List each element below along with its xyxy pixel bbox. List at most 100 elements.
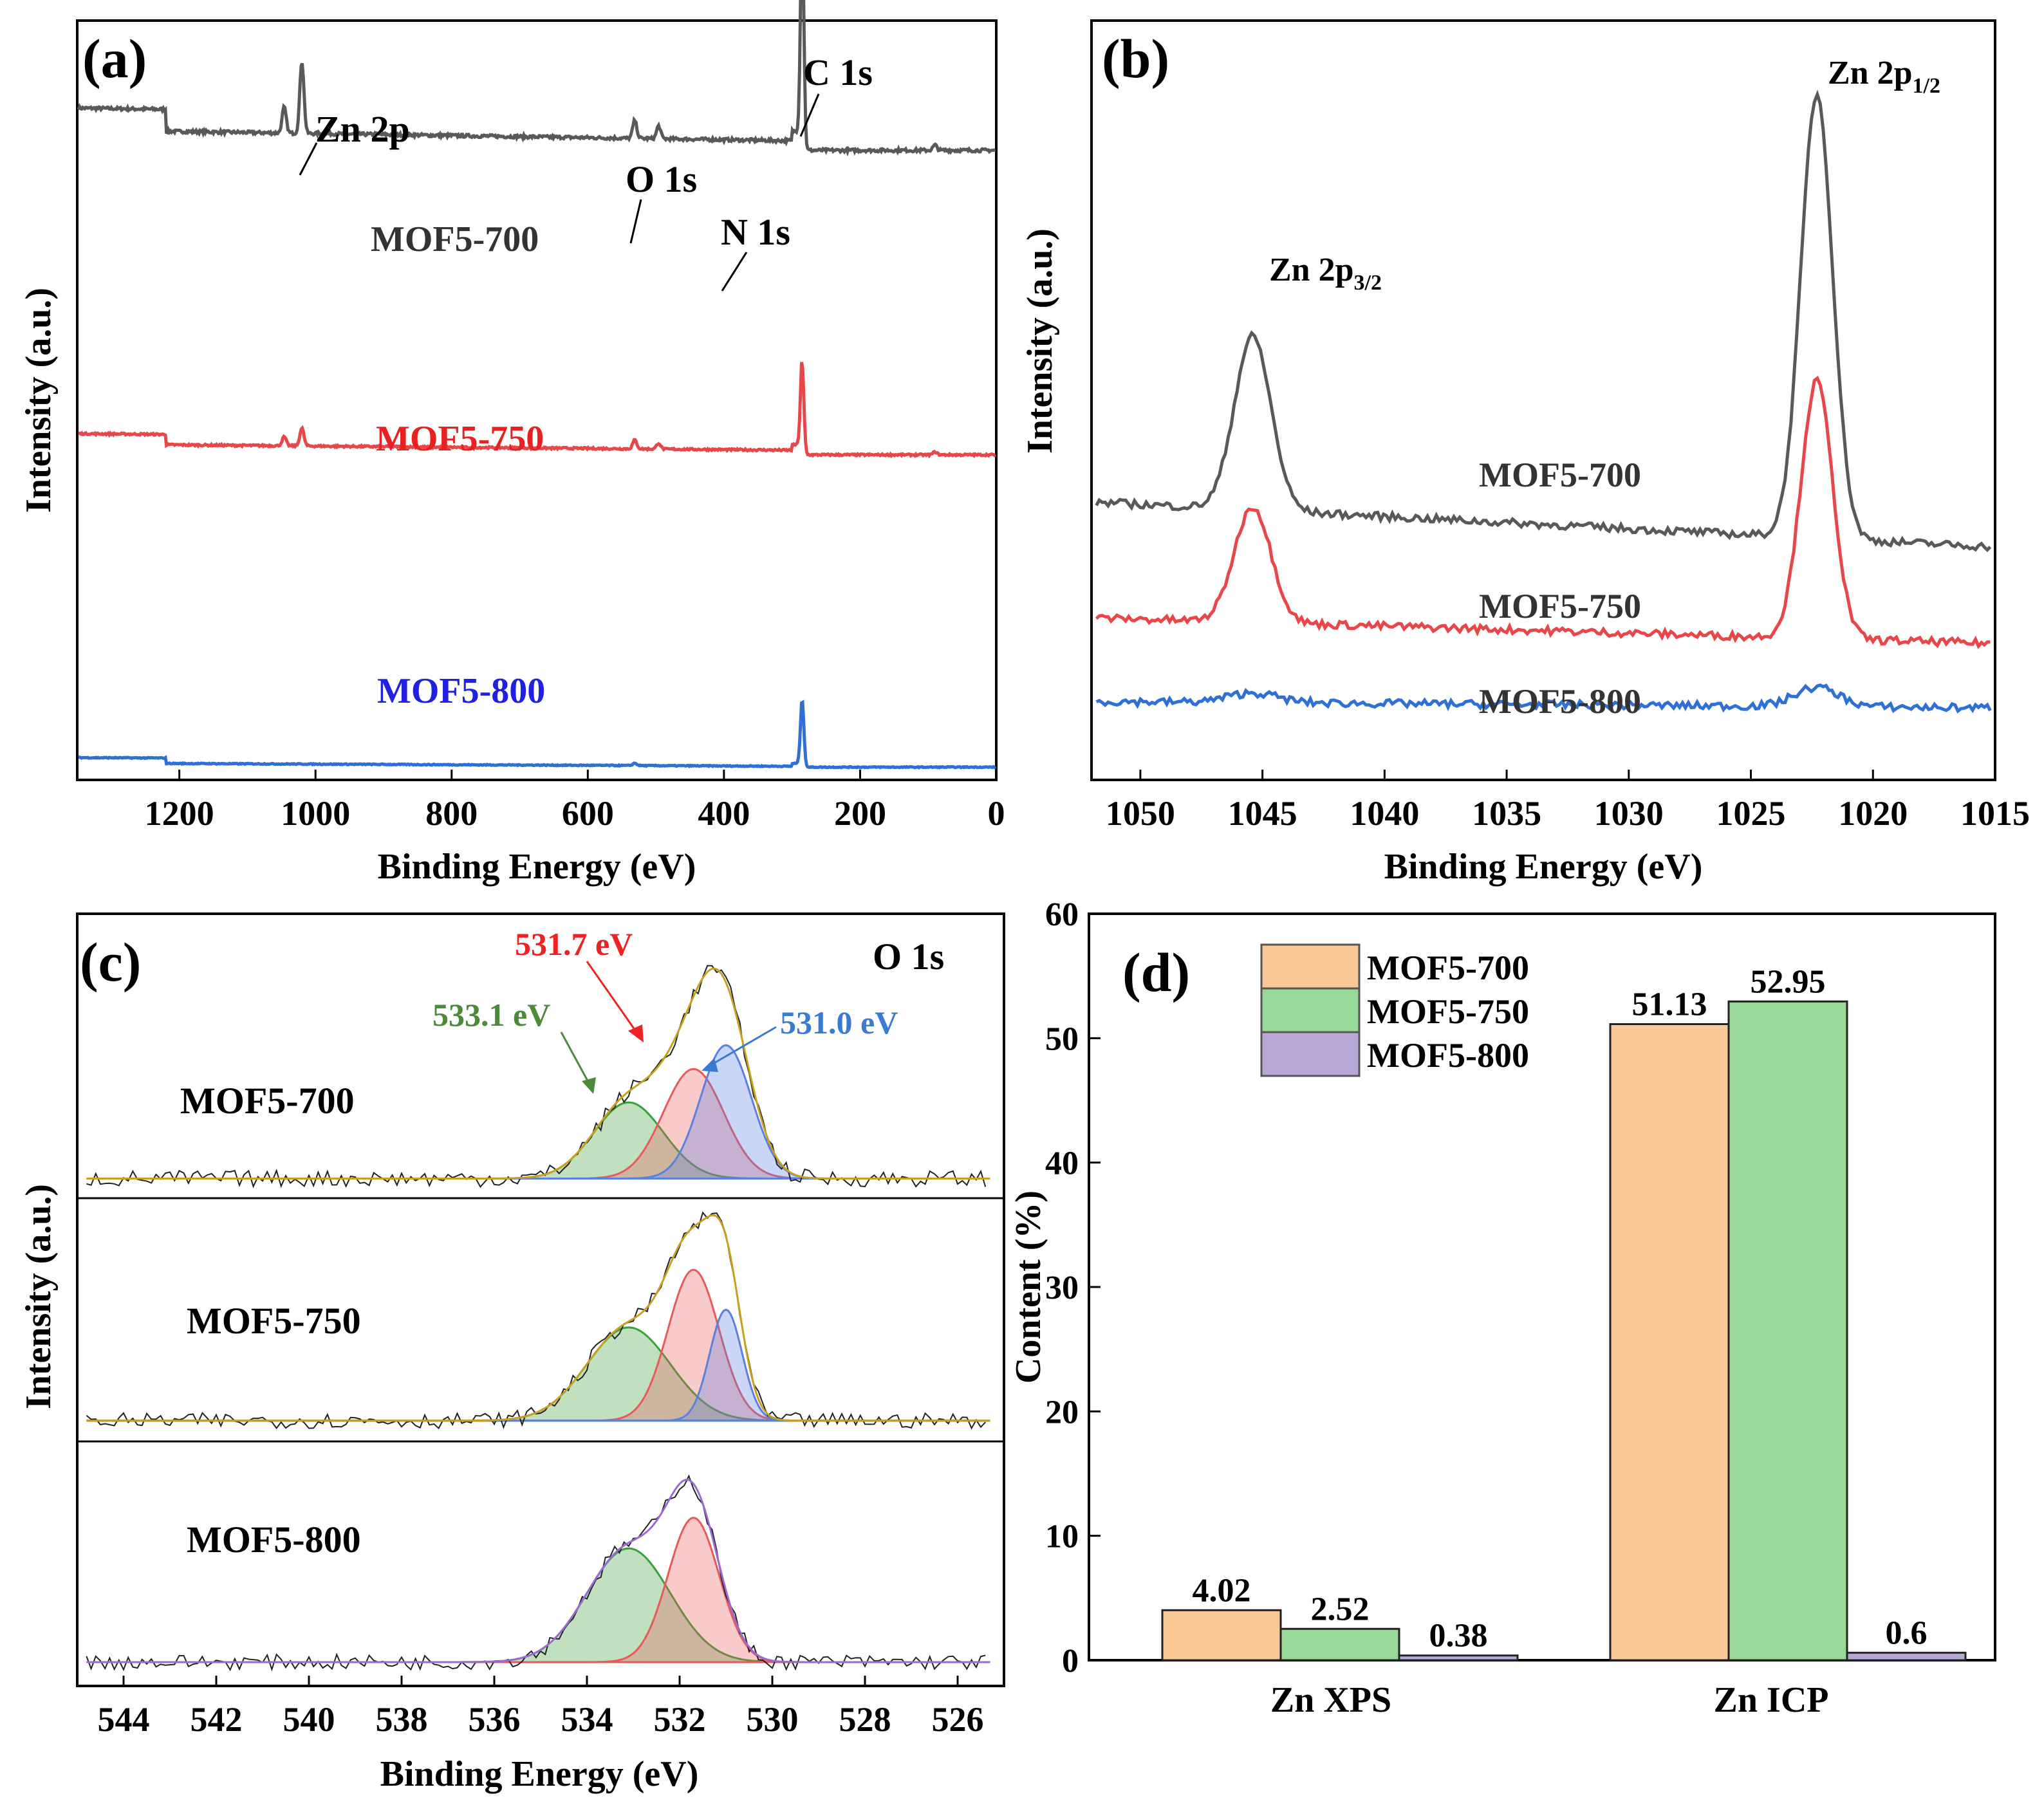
panel-a-y-axis-label: Intensity (a.u.) (19, 288, 59, 513)
panel-a-x-tick-label: 1000 (281, 794, 350, 833)
component-arrowhead-531-0 (701, 1058, 718, 1072)
panel-b-x-axis-label: Binding Energy (eV) (1384, 847, 1703, 887)
panel-b-line-mof5-800 (1095, 683, 1992, 714)
panel-c-ticks: 544 542 540 538 536 534 532 530 528 526 (98, 1676, 984, 1739)
annotation-n1s: N 1s (721, 211, 790, 253)
panel-a-label-mof5-750: MOF5-750 (376, 419, 544, 459)
panel-c-raw-mof5-700 (86, 965, 987, 1189)
panel-b: (b) 1050 1045 1040 1035 1030 1025 1020 1015 Bin… (1020, 19, 2030, 887)
panel-b-x-tick-label: 1020 (1838, 794, 1908, 833)
panel-c-label-mof5-750: MOF5-750 (187, 1300, 361, 1342)
peak-label-zn2p12: Zn 2p1/2 (1828, 55, 1940, 98)
bar-zn-xps-mof5-800 (1398, 1654, 1519, 1662)
panel-d-y-tick-label: 30 (1045, 1270, 1079, 1306)
component-label-533-1: 533.1 eV (432, 997, 550, 1033)
panel-a-series (77, 0, 997, 770)
panel-c-frame (76, 912, 1005, 1687)
panel-a-x-tick-label: 600 (562, 794, 614, 833)
panel-a-line-mof5-700 (77, 0, 996, 157)
panel-a-frame (76, 19, 998, 781)
bar-zn-icp-mof5-700 (1609, 1023, 1730, 1662)
panel-d-frame (1088, 912, 1996, 1662)
legend-swatch-mof5-800 (1260, 1031, 1361, 1077)
panel-c-x-tick-label: 544 (98, 1700, 150, 1739)
bar-zn-icp-mof5-750 (1727, 1000, 1848, 1662)
bar-value-label: 0.6 (1886, 1615, 1928, 1651)
component-label-531-7: 531.7 eV (515, 926, 633, 962)
panel-c-component-533.1 (86, 1547, 990, 1663)
panel-d-label: (d) (1122, 941, 1190, 1003)
panel-c-x-tick-label: 540 (283, 1700, 335, 1739)
panel-b-x-tick-label: 1015 (1960, 794, 2030, 833)
legend-label-mof5-800: MOF5-800 (1367, 1036, 1529, 1075)
panel-c-x-axis-label: Binding Energy (eV) (380, 1754, 699, 1794)
annotation-o1s-line (629, 199, 642, 244)
panel-d-y-tick-label: 0 (1062, 1643, 1079, 1680)
panel-c-y-axis-label: Intensity (a.u.) (19, 1184, 59, 1409)
panel-c-envelope-mof5-750 (86, 1214, 990, 1422)
panel-a-x-tick-label: 1200 (145, 794, 214, 833)
bar-value-label: 51.13 (1632, 986, 1707, 1023)
panel-c-x-tick-label: 538 (376, 1700, 428, 1739)
panel-b-frame (1090, 19, 1996, 781)
legend-label-mof5-700: MOF5-700 (1367, 949, 1529, 987)
bar-zn-xps-mof5-700 (1161, 1609, 1282, 1662)
panel-c-component-531.7 (86, 1268, 990, 1422)
panel-d-y-tick-label: 40 (1045, 1145, 1079, 1182)
panel-b-x-tick-label: 1025 (1716, 794, 1786, 833)
panel-d-y-tick-label: 20 (1045, 1394, 1079, 1430)
panel-a-label: (a) (82, 28, 147, 89)
legend: MOF5-700 MOF5-750 MOF5-800 (1260, 943, 1529, 1077)
panel-a-x-axis-label: Binding Energy (eV) (378, 847, 696, 887)
bar-zn-xps-mof5-750 (1279, 1627, 1400, 1662)
component-arrowhead-533-1 (582, 1077, 596, 1094)
panel-c-label-mof5-700: MOF5-700 (180, 1080, 355, 1122)
panel-c-x-tick-label: 532 (654, 1700, 706, 1739)
peak-label-zn2p32: Zn 2p3/2 (1269, 252, 1382, 295)
panel-c-label-mof5-800: MOF5-800 (187, 1519, 361, 1560)
legend-swatch-mof5-750 (1260, 987, 1361, 1033)
panel-b-label-mof5-800: MOF5-800 (1479, 682, 1641, 721)
panel-a-line-mof5-800 (78, 699, 997, 770)
panel-a-line-mof5-750 (78, 362, 997, 459)
panel-b-label-mof5-750: MOF5-750 (1479, 587, 1641, 625)
panel-a: (a) 1200 1000 800 600 400 200 0 Binding Energy… (19, 0, 1005, 887)
panel-b-x-tick-label: 1030 (1594, 794, 1664, 833)
panel-a-x-tick-label: 0 (988, 794, 1005, 833)
legend-swatch-mof5-700 (1260, 943, 1361, 990)
panel-d-y-tick-label: 50 (1045, 1021, 1079, 1057)
panel-d-y-tick-label: 10 (1045, 1519, 1079, 1555)
bar-value-label: 0.38 (1429, 1618, 1488, 1654)
annotation-c1s-line (799, 93, 820, 137)
panel-a-label-mof5-700: MOF5-700 (371, 219, 539, 259)
panel-b-x-tick-label: 1045 (1228, 794, 1297, 833)
panel-c-title: O 1s (873, 936, 944, 977)
panel-a-ticks: 1200 1000 800 600 400 200 0 (145, 770, 1005, 833)
annotation-zn2p: Zn 2p (315, 108, 410, 150)
panel-c-envelope-mof5-800 (86, 1478, 990, 1663)
panel-d-bars: 4.02 2.52 0.38 51.13 52.95 0.6 (1161, 963, 1967, 1662)
panel-c: 544 542 540 538 536 534 532 530 528 526 (c) O 1s … (19, 912, 1005, 1794)
panel-c-raw-mof5-800 (86, 1474, 986, 1672)
panel-d-y-tick-label: 60 (1045, 896, 1079, 933)
panel-b-series (1095, 89, 1992, 714)
component-arrow-531-0 (705, 1026, 777, 1069)
annotation-o1s: O 1s (626, 158, 697, 200)
annotation-c1s: C 1s (803, 51, 873, 93)
annotation-zn2p-line (299, 142, 318, 176)
panel-c-envelope-mof5-700 (86, 967, 990, 1180)
panel-b-line-mof5-700 (1095, 89, 1992, 552)
panel-b-x-tick-label: 1035 (1472, 794, 1541, 833)
component-arrow-531-7 (586, 961, 642, 1039)
panel-b-label: (b) (1102, 28, 1169, 89)
panel-a-x-tick-label: 200 (834, 794, 886, 833)
component-arrowhead-531-7 (628, 1024, 644, 1042)
legend-label-mof5-750: MOF5-750 (1367, 992, 1529, 1031)
panel-c-x-tick-label: 542 (190, 1700, 243, 1739)
panel-b-label-mof5-700: MOF5-700 (1479, 456, 1641, 494)
panel-b-y-axis-label: Intensity (a.u.) (1020, 228, 1060, 454)
bar-value-label: 2.52 (1311, 1591, 1370, 1627)
panel-a-x-tick-label: 800 (425, 794, 478, 833)
panel-c-x-tick-label: 536 (469, 1700, 521, 1739)
